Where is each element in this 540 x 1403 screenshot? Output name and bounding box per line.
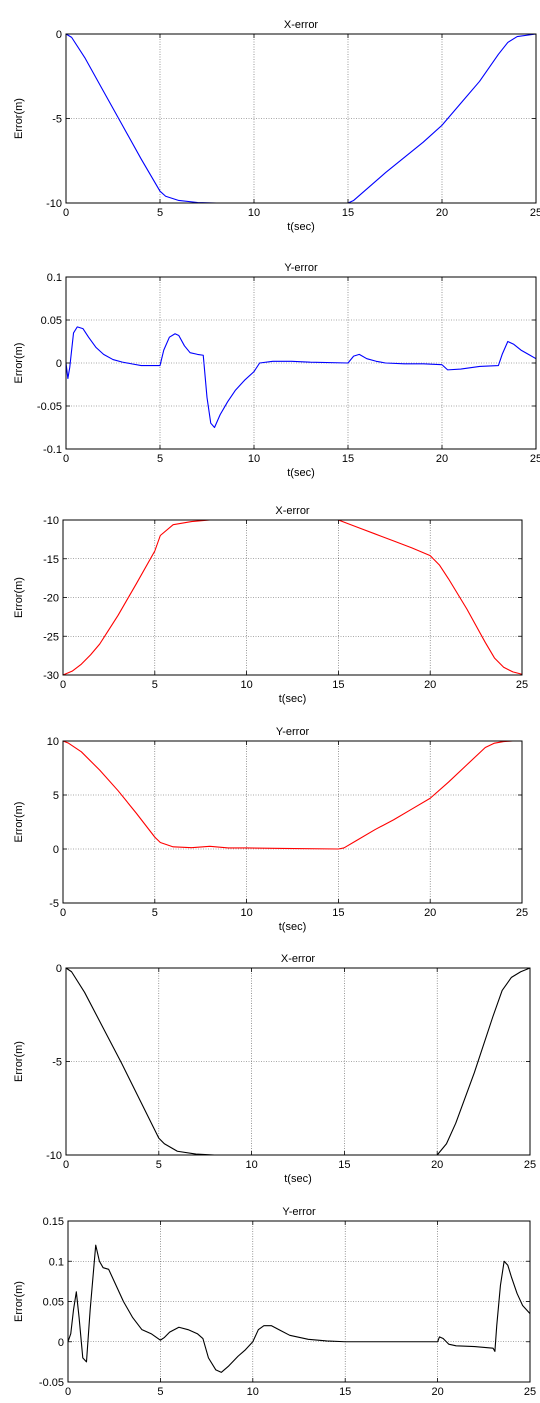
chart-panel-3: 0 5 10 15 20 25 -30 -25 -20 -15 -10 X-error t(sec) Er…: [13, 505, 528, 705]
chart-title: Y-error: [276, 726, 310, 738]
y-tick-label: -30: [43, 670, 59, 682]
x-tick-label: 15: [339, 1386, 351, 1398]
y-tick-label: -20: [43, 593, 59, 605]
x-tick-label: 20: [431, 1159, 443, 1171]
x-axis-label: t(sec): [287, 467, 315, 479]
series-line: [65, 326, 537, 429]
x-tick-label: 20: [436, 453, 448, 465]
x-axis-label: t(sec): [284, 1173, 312, 1185]
x-axis-label: t(sec): [279, 693, 307, 705]
x-tick-label: 0: [65, 1386, 71, 1398]
axes-frame: [62, 740, 523, 904]
y-tick-label: 0.05: [43, 1297, 64, 1309]
x-tick-label: 20: [431, 1386, 443, 1398]
y-tick-label: -0.05: [37, 401, 62, 413]
x-tick-label: 15: [332, 907, 344, 919]
chart-title: Y-error: [282, 1206, 316, 1218]
y-tick-label: 0: [53, 844, 59, 856]
x-tick-label: 0: [60, 907, 66, 919]
x-tick-label: 5: [156, 1159, 162, 1171]
x-tick-label: 10: [240, 679, 252, 691]
x-tick-label: 20: [424, 679, 436, 691]
series-line: [67, 1244, 531, 1373]
x-tick-label: 25: [516, 907, 528, 919]
x-axis-label: t(sec): [279, 921, 307, 933]
x-tick-label: 20: [436, 207, 448, 219]
x-tick-label: 15: [342, 207, 354, 219]
y-tick-label: 5: [53, 790, 59, 802]
chart-title: X-error: [281, 953, 316, 965]
x-tick-label: 10: [247, 1386, 259, 1398]
x-tick-label: 15: [342, 453, 354, 465]
y-tick-label: 0.1: [47, 272, 62, 284]
x-tick-label: 15: [332, 679, 344, 691]
chart-panel-2: 0 5 10 15 20 25 -0.1 -0.05 0 0.05 0.1 Y-error t(sec)…: [13, 262, 540, 479]
x-tick-label: 10: [240, 907, 252, 919]
y-axis-label: Error(m): [13, 1281, 25, 1322]
x-tick-label: 5: [157, 453, 163, 465]
x-tick-label: 5: [157, 207, 163, 219]
x-tick-label: 15: [338, 1159, 350, 1171]
y-tick-label: -0.05: [39, 1377, 64, 1389]
x-tick-label: 25: [530, 453, 540, 465]
y-tick-label: 0: [56, 358, 62, 370]
chart-title: X-error: [284, 19, 319, 31]
plot-area: [63, 741, 522, 903]
x-tick-label: 0: [63, 207, 69, 219]
y-tick-label: -10: [46, 1150, 62, 1162]
y-axis-label: Error(m): [13, 98, 25, 139]
x-tick-label: 10: [245, 1159, 257, 1171]
chart-title: X-error: [275, 505, 310, 517]
y-tick-label: 0: [56, 963, 62, 975]
x-tick-label: 5: [152, 907, 158, 919]
chart-title: Y-error: [284, 262, 318, 274]
y-tick-label: -10: [43, 515, 59, 527]
x-tick-label: 10: [248, 207, 260, 219]
y-tick-label: -0.1: [43, 444, 62, 456]
x-tick-label: 0: [60, 679, 66, 691]
x-tick-label: 25: [524, 1159, 536, 1171]
y-tick-label: -5: [52, 114, 62, 126]
y-axis-label: Error(m): [13, 802, 25, 843]
y-tick-label: 0.05: [41, 315, 62, 327]
x-tick-label: 0: [63, 453, 69, 465]
series-line: [62, 740, 522, 850]
y-tick-label: -15: [43, 554, 59, 566]
y-tick-label: 10: [47, 736, 59, 748]
y-axis-label: Error(m): [13, 343, 25, 384]
y-tick-label: 0.1: [49, 1256, 64, 1268]
chart-panel-5: 0 5 10 15 20 25 -10 -5 0 X-error t(sec) Error(m): [13, 953, 536, 1185]
x-tick-label: 0: [63, 1159, 69, 1171]
y-axis-label: Error(m): [13, 577, 25, 618]
plot-area: [66, 968, 530, 1155]
x-tick-label: 5: [152, 679, 158, 691]
x-tick-label: 25: [516, 679, 528, 691]
x-tick-label: 25: [530, 207, 540, 219]
chart-panel-1: 0 5 10 15 20 25 -10 -5 0 X-error t(sec) Error(m): [13, 19, 540, 233]
x-tick-label: 5: [157, 1386, 163, 1398]
y-tick-label: -5: [52, 1057, 62, 1069]
x-tick-label: 20: [424, 907, 436, 919]
y-tick-label: -5: [49, 898, 59, 910]
y-axis-label: Error(m): [13, 1041, 25, 1082]
y-tick-label: -25: [43, 631, 59, 643]
chart-panel-6: 0510152025-0.0500.050.10.15Y-errort(sec)…: [13, 1206, 536, 1403]
x-axis-label: t(sec): [287, 221, 315, 233]
y-tick-label: -10: [46, 198, 62, 210]
y-tick-label: 0.15: [43, 1216, 64, 1228]
y-tick-label: 0: [58, 1337, 64, 1349]
x-tick-label: 10: [248, 453, 260, 465]
x-tick-label: 25: [524, 1386, 536, 1398]
y-tick-label: 0: [56, 29, 62, 41]
